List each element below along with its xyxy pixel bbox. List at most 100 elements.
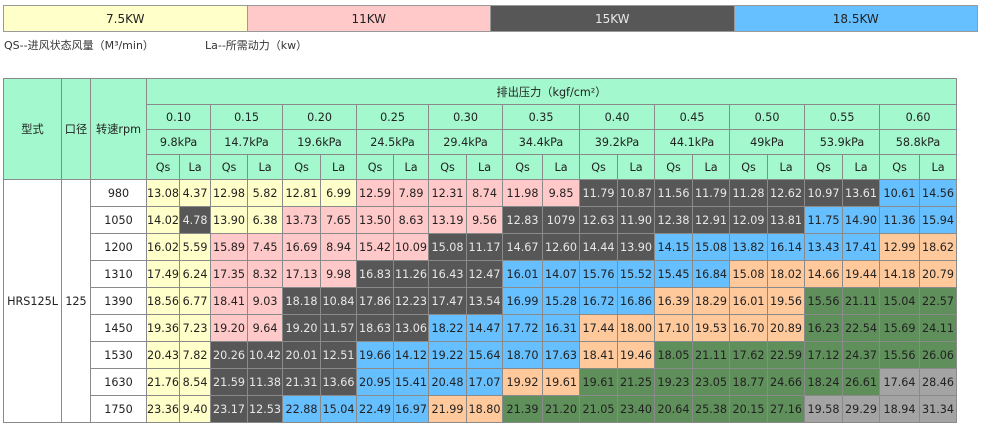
la-cell: 14.56 xyxy=(919,179,958,207)
pressure-kpa: 29.4kPa xyxy=(428,129,504,155)
la-header: La xyxy=(247,154,284,180)
blower-performance-table: 型式 口径 转速rpm 排出压力（kgf/cm²） 0.10 0.15 0.20 0.25 0.… xyxy=(3,78,958,423)
la-cell: 12.91 xyxy=(692,206,731,234)
pressure-kpa: 9.8kPa xyxy=(145,129,212,155)
qs-cell: 18.18 xyxy=(282,287,322,315)
legend-item: 18.5KW xyxy=(734,6,977,31)
la-cell: 14.07 xyxy=(542,260,581,288)
qs-cell: 16.01 xyxy=(729,287,769,315)
la-cell: 5.59 xyxy=(179,233,212,261)
qs-cell: 15.08 xyxy=(428,233,468,261)
la-cell: 4.78 xyxy=(179,206,212,234)
pressure-kpa: 19.6kPa xyxy=(282,129,358,155)
qs-cell: 17.44 xyxy=(579,314,619,342)
pressure-kpa: 14.7kPa xyxy=(210,129,284,155)
table-row: 1630 21.76 8.54 21.59 11.38 21.31 13.66 20.95 15… xyxy=(4,368,958,396)
model-cell: HRS125L xyxy=(3,179,62,423)
qs-cell: 21.31 xyxy=(282,368,322,396)
la-cell: 21.11 xyxy=(842,287,881,315)
la-cell: 20.89 xyxy=(767,314,806,342)
qs-cell: 19.66 xyxy=(356,341,395,369)
la-cell: 13.66 xyxy=(320,368,358,396)
la-cell: 18.62 xyxy=(919,233,958,261)
qs-cell: 15.08 xyxy=(729,260,769,288)
la-header: La xyxy=(692,154,731,180)
pressure-kpa: 34.4kPa xyxy=(502,129,581,155)
qs-cell: 14.02 xyxy=(145,206,181,234)
qs-cell: 15.89 xyxy=(210,233,249,261)
qs-cell: 11.79 xyxy=(579,179,619,207)
qs-header: Qs xyxy=(502,154,544,180)
rpm-cell: 1050 xyxy=(90,206,147,234)
la-cell: 6.38 xyxy=(247,206,284,234)
la-header: La xyxy=(466,154,504,180)
qs-cell: 13.08 xyxy=(145,179,181,207)
la-header: La xyxy=(179,154,212,180)
la-cell: 12.23 xyxy=(393,287,430,315)
qs-cell: 16.83 xyxy=(356,260,395,288)
la-cell: 27.16 xyxy=(767,395,806,423)
qs-cell: 16.23 xyxy=(804,314,844,342)
la-cell: 6.99 xyxy=(320,179,358,207)
la-cell: 23.40 xyxy=(617,395,656,423)
la-cell: 8.63 xyxy=(393,206,430,234)
pressure-title: 排出压力（kgf/cm²） xyxy=(145,78,958,105)
legend-item: 11KW xyxy=(247,6,491,31)
rpm-cell: 1630 xyxy=(90,368,147,396)
qs-header: Qs xyxy=(729,154,769,180)
qs-cell: 18.70 xyxy=(502,341,544,369)
la-cell: 26.61 xyxy=(842,368,881,396)
la-cell: 6.24 xyxy=(179,260,212,288)
table-row: 1310 17.49 6.24 17.35 8.32 17.13 9.98 16.83 11.2… xyxy=(4,260,958,288)
la-cell: 9.64 xyxy=(247,314,284,342)
la-cell: 11.79 xyxy=(692,179,731,207)
qs-cell: 16.01 xyxy=(502,260,544,288)
rpm-cell: 1530 xyxy=(90,341,147,369)
la-cell: 26.06 xyxy=(919,341,958,369)
pressure-kpa: 58.8kPa xyxy=(879,129,958,155)
la-cell: 14.12 xyxy=(393,341,430,369)
la-cell: 9.56 xyxy=(466,206,504,234)
pressure-kgf: 0.35 xyxy=(502,104,581,130)
pressure-kpa: 44.1kPa xyxy=(654,129,731,155)
qs-cell: 12.81 xyxy=(282,179,322,207)
qs-cell: 17.10 xyxy=(654,314,694,342)
qs-cell: 15.69 xyxy=(879,314,921,342)
qs-header: Qs xyxy=(579,154,619,180)
la-cell: 18.80 xyxy=(466,395,504,423)
qs-cell: 15.42 xyxy=(356,233,395,261)
la-cell: 22.54 xyxy=(842,314,881,342)
la-cell: 16.31 xyxy=(542,314,581,342)
qs-cell: 15.45 xyxy=(654,260,694,288)
qs-cell: 14.15 xyxy=(654,233,694,261)
qs-cell: 17.35 xyxy=(210,260,249,288)
la-cell: 10.42 xyxy=(247,341,284,369)
la-cell: 5.82 xyxy=(247,179,284,207)
rpm-cell: 1750 xyxy=(90,395,147,423)
qs-cell: 13.43 xyxy=(804,233,844,261)
power-legend: 7.5KW 11KW 15KW 18.5KW xyxy=(3,5,978,32)
qs-cell: 13.90 xyxy=(210,206,249,234)
qs-header: Qs xyxy=(145,154,181,180)
qs-cell: 20.43 xyxy=(145,341,181,369)
qs-cell: 12.09 xyxy=(729,206,769,234)
la-cell: 18.02 xyxy=(767,260,806,288)
qs-cell: 12.38 xyxy=(654,206,694,234)
la-cell: 19.56 xyxy=(767,287,806,315)
la-header: La xyxy=(767,154,806,180)
la-cell: 1079 xyxy=(542,206,581,234)
qs-cell: 15.76 xyxy=(579,260,619,288)
la-cell: 21.25 xyxy=(617,368,656,396)
la-cell: 15.64 xyxy=(466,341,504,369)
la-cell: 13.61 xyxy=(842,179,881,207)
la-cell: 9.98 xyxy=(320,260,358,288)
la-cell: 12.62 xyxy=(767,179,806,207)
qs-cell: 17.12 xyxy=(804,341,844,369)
qs-cell: 14.67 xyxy=(502,233,544,261)
qs-cell: 18.94 xyxy=(879,395,921,423)
legend-item: 15KW xyxy=(491,6,735,31)
qs-cell: 12.98 xyxy=(210,179,249,207)
la-cell: 31.34 xyxy=(919,395,958,423)
qs-note: QS--进风状态风量（M³/min） xyxy=(4,39,154,52)
qs-cell: 21.59 xyxy=(210,368,249,396)
